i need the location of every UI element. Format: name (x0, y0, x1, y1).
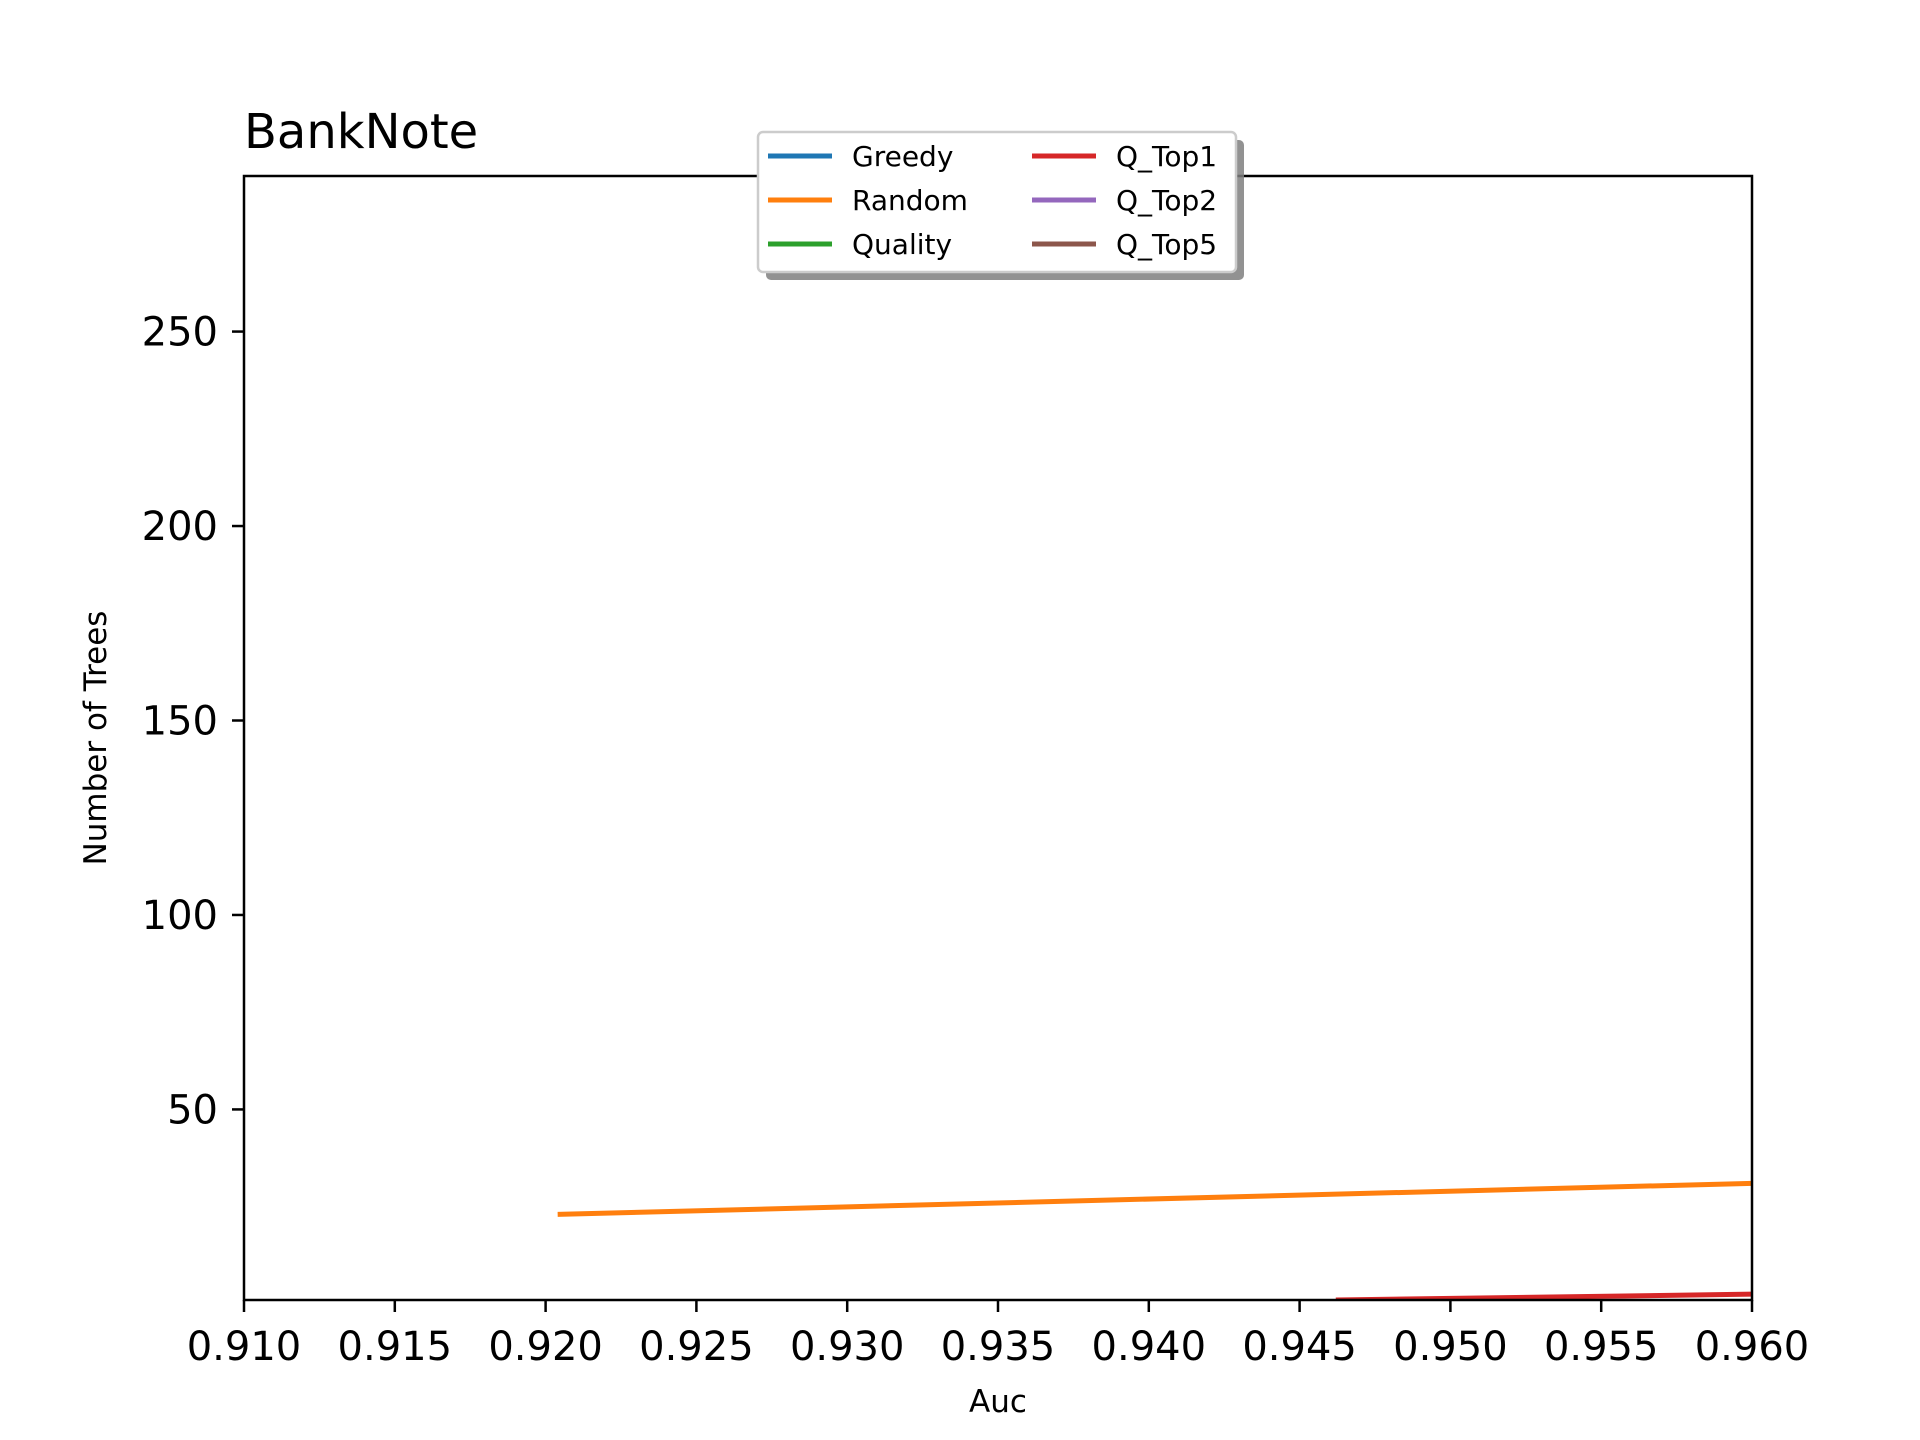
legend-box (756, 130, 1238, 274)
x-tick-label: 0.955 (1544, 1324, 1659, 1370)
x-tick-label: 0.925 (639, 1324, 754, 1370)
y-tick-label: 50 (167, 1087, 218, 1133)
x-tick-label: 0.940 (1092, 1324, 1207, 1370)
chart-title: BankNote (244, 104, 478, 160)
y-tick-label: 200 (142, 504, 218, 550)
y-axis-ticks: 50 100 150 200 250 (142, 310, 244, 1133)
x-tick-label: 0.945 (1242, 1324, 1357, 1370)
x-tick-label: 0.910 (187, 1324, 302, 1370)
legend: Greedy Random Quality Q_Top1 Q_Top2 Q_Top5 (756, 130, 1244, 280)
y-axis-label: Number of Trees (78, 611, 114, 866)
x-tick-label: 0.930 (790, 1324, 905, 1370)
legend-label-random: Random (852, 184, 968, 217)
x-tick-label: 0.920 (488, 1324, 603, 1370)
x-tick-label: 0.915 (338, 1324, 453, 1370)
plot-area (244, 176, 1752, 1300)
x-tick-label: 0.935 (941, 1324, 1056, 1370)
x-axis-ticks: 0.910 0.915 0.920 0.925 0.930 0.935 0.940 0.945… (187, 1300, 1810, 1370)
legend-label-q-top2: Q_Top2 (1116, 184, 1217, 217)
series-line-random (557, 1180, 1752, 1217)
x-tick-label: 0.950 (1393, 1324, 1508, 1370)
legend-label-q-top5: Q_Top5 (1116, 228, 1217, 261)
y-tick-label: 100 (142, 893, 218, 939)
legend-label-q-top1: Q_Top1 (1116, 140, 1217, 173)
y-tick-label: 250 (142, 310, 218, 356)
x-tick-label: 0.960 (1695, 1324, 1810, 1370)
legend-label-greedy: Greedy (852, 140, 953, 173)
x-axis-label: Auc (969, 1384, 1027, 1420)
legend-label-quality: Quality (852, 228, 952, 261)
y-tick-label: 150 (142, 698, 218, 744)
